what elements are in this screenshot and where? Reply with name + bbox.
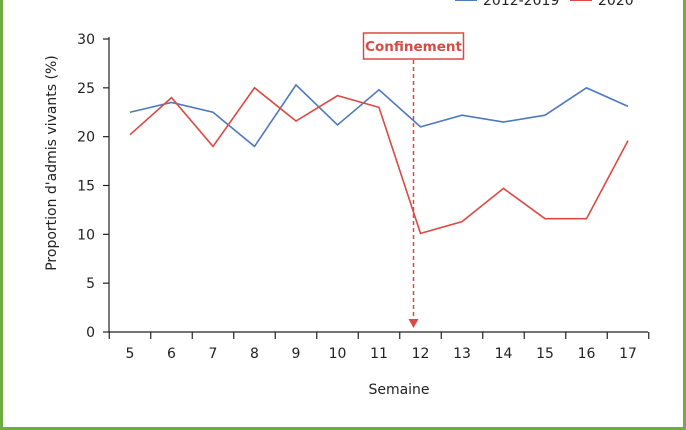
annotation-group: Confinement — [362, 32, 465, 328]
x-tick-label: 10 — [329, 346, 347, 362]
legend-label-2012-2019: 2012-2019 — [483, 0, 559, 9]
legend: 2012-2019 2020 — [455, 0, 634, 9]
series-group — [129, 83, 629, 235]
y-tick-label: 10 — [77, 227, 95, 243]
annotation-box — [362, 32, 465, 60]
y-tick-label: 15 — [77, 179, 95, 195]
x-tick-label: 16 — [578, 346, 596, 362]
x-tick-label: 7 — [209, 346, 218, 362]
x-tick-label: 12 — [412, 346, 430, 362]
y-tick-label: 30 — [77, 32, 95, 48]
x-tick-label: 11 — [370, 346, 388, 362]
line-chart: 0 5 10 15 20 25 30 5 6 7 8 9 10 11 12 13 14 15 16 17 Confin… — [44, 0, 650, 398]
ticks: 0 5 10 15 20 25 30 5 6 7 8 9 10 11 12 13 14 15 16 17 — [77, 32, 650, 362]
x-tick-label: 14 — [495, 346, 513, 362]
y-tick-label: 0 — [86, 325, 95, 341]
y-tick-label: 5 — [86, 276, 95, 292]
y-tick-label: 20 — [77, 130, 95, 146]
axes — [108, 37, 648, 333]
x-tick-label: 15 — [536, 346, 554, 362]
x-tick-label: 17 — [619, 346, 637, 362]
x-tick-label: 9 — [292, 346, 301, 362]
legend-label-2020: 2020 — [598, 0, 634, 9]
x-tick-label: 8 — [250, 346, 259, 362]
annotation-arrow-head — [408, 319, 419, 328]
annotation-label: Confinement — [365, 39, 462, 55]
x-tick-label: 5 — [126, 346, 135, 362]
x-axis-label: Semaine — [368, 382, 429, 398]
y-axis-label: Proportion d'admis vivants (%) — [44, 55, 60, 271]
y-tick-label: 25 — [77, 81, 95, 97]
x-tick-label: 6 — [167, 346, 176, 362]
x-tick-label: 13 — [453, 346, 471, 362]
